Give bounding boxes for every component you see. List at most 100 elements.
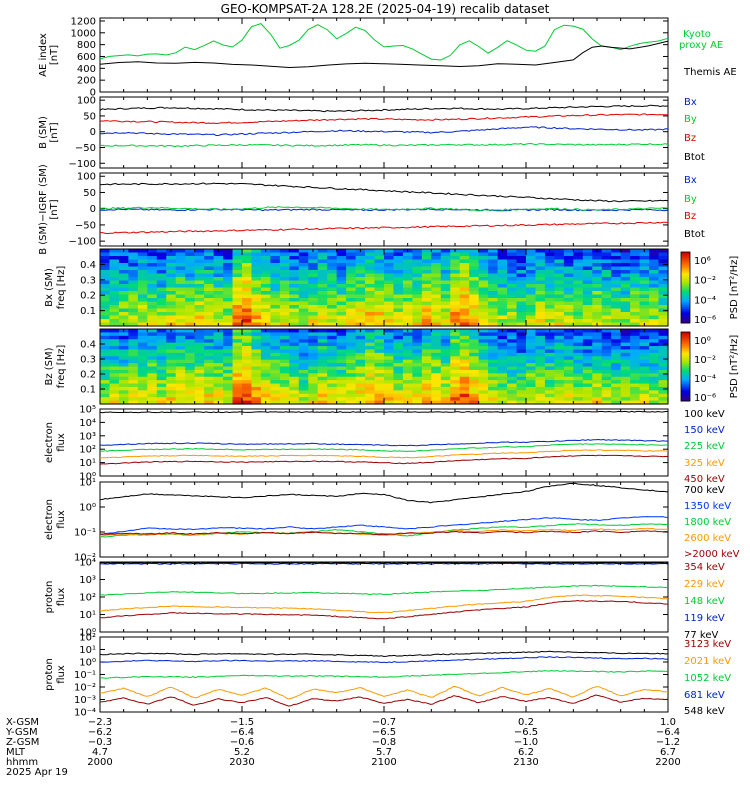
heatmap-cell [327,284,338,289]
heatmap-cell [658,249,669,254]
heatmap-cell [393,294,404,299]
heatmap-cell [393,363,404,368]
heatmap-cell [649,291,660,296]
heatmap-cell [100,342,111,347]
heatmap-cell [488,383,499,388]
heatmap-cell [260,383,271,388]
heatmap-cell [639,294,650,299]
heatmap-cell [374,393,385,398]
heatmap-cell [327,291,338,296]
heatmap-cell [194,277,205,282]
heatmap-cell [488,363,499,368]
heatmap-cell [365,335,376,340]
colorbar-cell [681,314,690,317]
heatmap-cell [232,339,243,344]
heatmap-cell [355,315,366,320]
heatmap-cell [582,390,593,395]
heatmap-cell [147,369,158,374]
legend-label: 150 keV [684,425,725,436]
heatmap-cell [488,335,499,340]
heatmap-cell [374,400,385,405]
heatmap-cell [194,393,205,398]
heatmap-cell [601,270,612,275]
heatmap-cell [507,312,518,317]
heatmap-cell [128,376,139,381]
heatmap-cell [601,346,612,351]
heatmap-cell [497,270,508,275]
heatmap-cell [260,294,271,299]
y-axis-unit: [nT] [49,122,60,142]
x-axis-row-label: 2025 Apr 19 [6,767,68,778]
heatmap-cell [298,390,309,395]
heatmap-cell [440,369,451,374]
heatmap-cell [308,359,319,364]
heatmap-cell [639,305,650,310]
heatmap-cell [175,376,186,381]
heatmap-cell [592,342,603,347]
heatmap-cell [658,366,669,371]
heatmap-cell [156,315,167,320]
heatmap-cell [204,393,215,398]
heatmap-cell [412,373,423,378]
heatmap-cell [469,301,480,306]
heatmap-cell [251,259,262,264]
x-axis-tick-label: −1.0 [514,737,538,748]
heatmap-cell [365,249,376,254]
legend-label: 548 keV [684,706,725,717]
heatmap-cell [365,319,376,324]
heatmap-cell [611,284,622,289]
heatmap-cell [100,386,111,391]
heatmap-cell [185,363,196,368]
heatmap-cell [507,397,518,402]
heatmap-cell [289,308,300,313]
heatmap-cell [185,256,196,261]
heatmap-cell [431,380,442,385]
heatmap-cell [488,287,499,292]
y-axis-label: Bx (SM) [44,268,55,307]
heatmap-cell [251,359,262,364]
heatmap-cell [450,305,461,310]
heatmap-cell [421,284,432,289]
heatmap-cell [118,256,129,261]
y-axis-label-2: flux [56,510,67,529]
heatmap-cell [289,386,300,391]
heatmap-cell [355,390,366,395]
heatmap-cell [270,339,281,344]
heatmap-cell [260,380,271,385]
heatmap-cell [365,397,376,402]
heatmap-cell [658,363,669,368]
heatmap-cell [459,332,470,337]
y-tick-label: 600 [77,52,96,63]
heatmap-cell [279,252,290,257]
heatmap-cell [270,346,281,351]
heatmap-cell [327,305,338,310]
heatmap-cell [469,266,480,271]
heatmap-cell [327,366,338,371]
heatmap-cell [100,400,111,405]
heatmap-cell [232,301,243,306]
heatmap-cell [620,301,631,306]
heatmap-cell [327,273,338,278]
heatmap-cell [213,376,224,381]
heatmap-cell [242,298,253,303]
heatmap-cell [535,305,546,310]
heatmap-cell [544,298,555,303]
heatmap-cell [336,376,347,381]
heatmap-cell [175,329,186,334]
heatmap-cell [384,359,395,364]
x-axis-tick-label: 2030 [229,757,254,768]
heatmap-cell [431,346,442,351]
heatmap-cell [260,308,271,313]
heatmap-cell [639,319,650,324]
heatmap-cell [630,390,641,395]
heatmap-cell [573,270,584,275]
heatmap-cell [620,390,631,395]
heatmap-cell [450,397,461,402]
heatmap-cell [412,356,423,361]
heatmap-cell [421,252,432,257]
heatmap-cell [204,356,215,361]
heatmap-cell [118,259,129,264]
heatmap-cell [497,298,508,303]
heatmap-cell [620,346,631,351]
heatmap-cell [166,376,177,381]
